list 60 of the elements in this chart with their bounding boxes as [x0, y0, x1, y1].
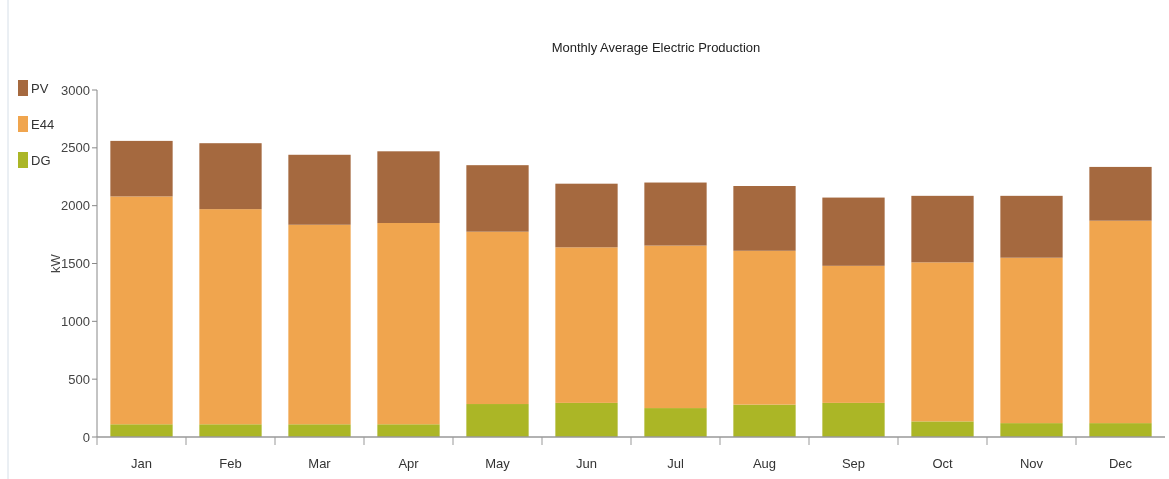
- x-tick-label: Jan: [131, 456, 152, 471]
- bar: [911, 195, 974, 263]
- x-tick-label: Aug: [752, 456, 777, 471]
- bar: [555, 183, 618, 248]
- bar: [288, 424, 351, 437]
- legend-label: DG: [31, 152, 51, 168]
- bar: [110, 140, 173, 197]
- bar: [1089, 220, 1152, 424]
- bar: [822, 197, 885, 266]
- bar: [644, 245, 707, 409]
- bar: [822, 265, 885, 403]
- y-tick-label: 1000: [61, 313, 90, 329]
- bar: [377, 424, 440, 437]
- bar: [288, 224, 351, 425]
- bar: [199, 209, 262, 425]
- bar: [110, 424, 173, 437]
- bar: [733, 404, 796, 437]
- bar: [733, 186, 796, 251]
- x-tick-label: Apr: [398, 456, 420, 471]
- bar: [199, 143, 262, 210]
- bar: [377, 151, 440, 224]
- bar: [1089, 423, 1152, 437]
- x-tick-label: Nov: [1019, 456, 1044, 471]
- y-tick-label: 500: [68, 371, 90, 387]
- chart-title: Monthly Average Electric Production: [551, 40, 761, 55]
- bar: [911, 262, 974, 422]
- legend-label: PV: [31, 80, 49, 96]
- x-tick-label: Sep: [841, 456, 866, 471]
- bar: [1000, 257, 1063, 424]
- bar: [466, 231, 529, 405]
- bar: [199, 424, 262, 437]
- y-tick-label: 2500: [61, 140, 90, 156]
- bar: [1000, 195, 1063, 258]
- x-tick-label: Oct: [932, 456, 953, 471]
- x-tick-label: Mar: [308, 456, 332, 471]
- y-tick-label: 1500: [61, 256, 90, 272]
- bar: [466, 165, 529, 232]
- bar: [644, 182, 707, 246]
- y-tick-label: 3000: [61, 82, 90, 98]
- x-tick-label: Feb: [219, 456, 242, 471]
- bar: [911, 421, 974, 437]
- bar: [466, 404, 529, 437]
- x-tick-label: Dec: [1108, 456, 1133, 471]
- bar: [288, 154, 351, 225]
- x-tick-label: Jul: [667, 456, 684, 471]
- bar: [555, 247, 618, 403]
- bar: [822, 402, 885, 437]
- y-tick-label: 2000: [61, 198, 90, 214]
- bar: [733, 250, 796, 405]
- bar: [110, 196, 173, 425]
- legend-label: E44: [31, 116, 55, 132]
- y-axis-title: kW: [48, 253, 63, 273]
- bar: [1089, 166, 1152, 221]
- bar: [377, 223, 440, 425]
- x-tick-label: May: [485, 456, 511, 471]
- bar: [555, 402, 618, 437]
- bar: [644, 408, 707, 437]
- bar: [1000, 423, 1063, 437]
- y-tick-label: 0: [82, 429, 90, 445]
- x-tick-label: Jun: [576, 456, 597, 471]
